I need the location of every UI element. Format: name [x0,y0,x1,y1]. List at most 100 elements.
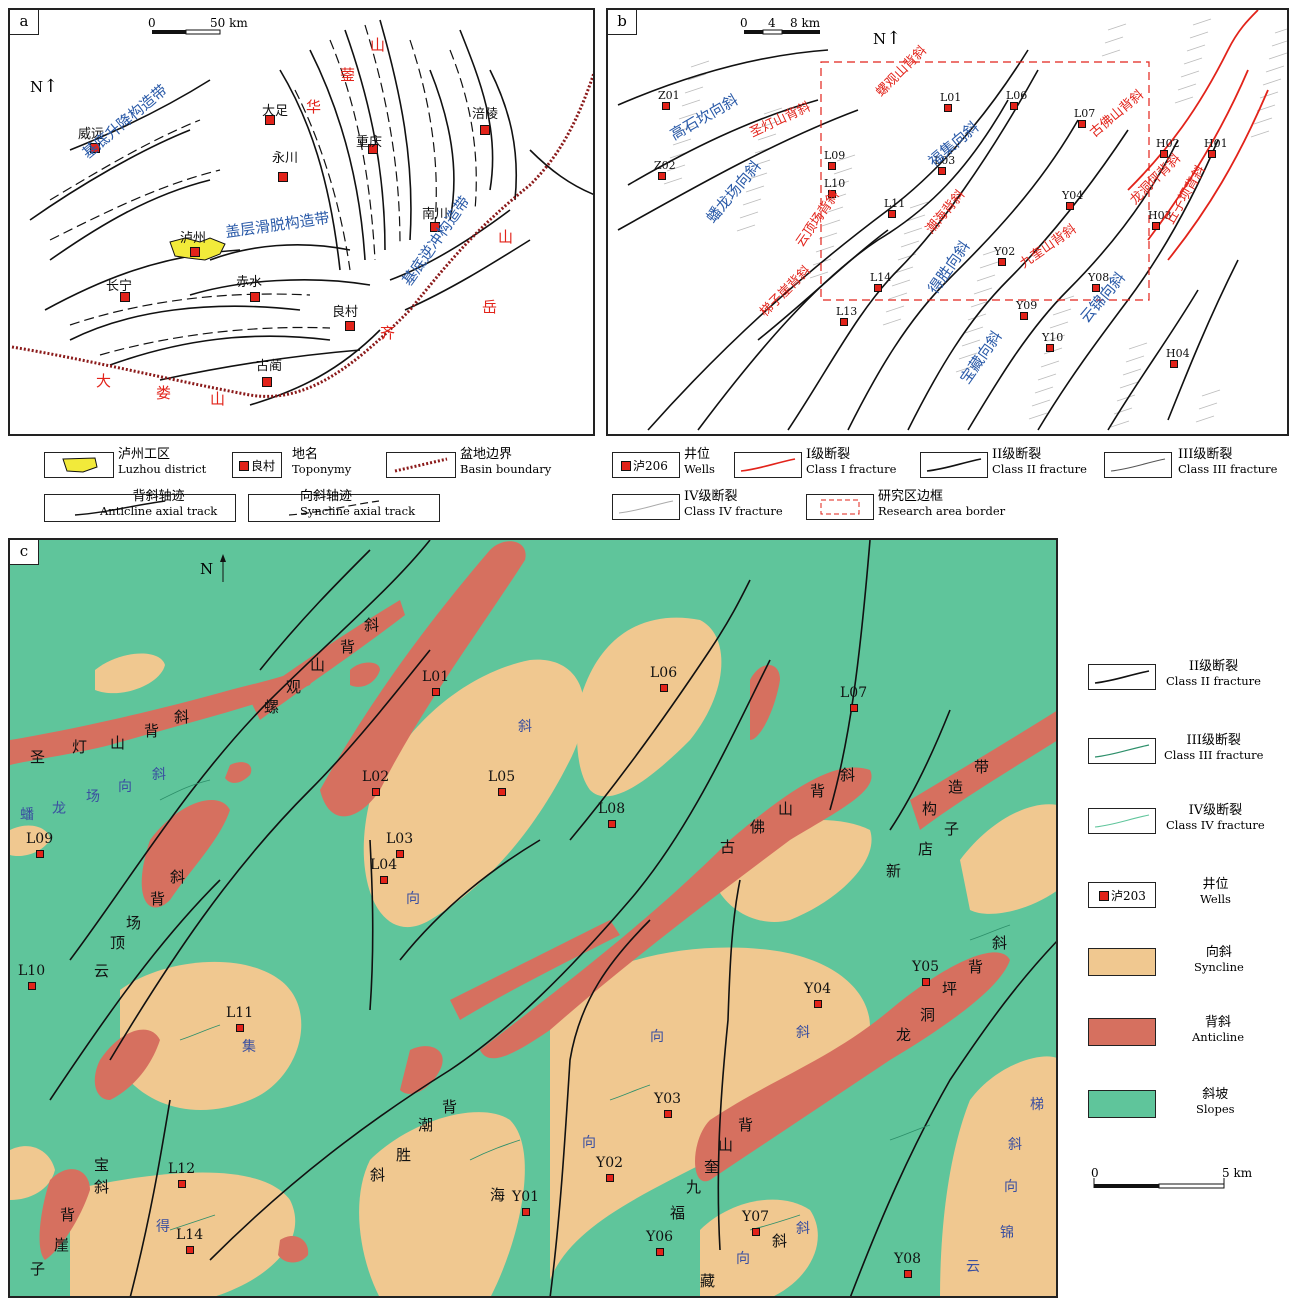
class4-fracture [666,164,686,172]
well-label: L01 [940,91,962,104]
class4-fracture [821,219,841,227]
well-label: L04 [370,857,398,873]
place-label: 涪陵 [472,107,499,122]
legend-luzhou-swatch [44,452,114,478]
class4-fracture [809,271,829,279]
mountain-char: 娄 [156,384,172,402]
structure-char: 背 [144,722,160,740]
class4-fracture [1028,412,1048,420]
mountain-char: 山 [370,36,386,54]
structure-char: 螺 [264,698,280,716]
panel-c-scale-bar [1093,1178,1225,1189]
structure-char: 向 [1004,1179,1018,1195]
structure-char: 佛 [750,818,766,836]
well-label: Y05 [912,959,940,975]
class4-fracture [1198,402,1218,410]
class4-fracture [1040,360,1060,368]
place-marker [265,115,275,125]
well-marker [1208,150,1216,158]
legend-c-class4-swatch [1088,808,1156,834]
basin-boundary [11,71,593,398]
well-label: L07 [840,685,868,701]
structure-char: 店 [918,840,934,858]
panel-c-structure-map: c [8,538,1058,1298]
class4-fracture [1055,295,1075,303]
well-marker [1020,312,1028,320]
legend-toponymy-swatch: 良村 [232,452,282,478]
legend-anticline-text: 背斜 Anticline [1192,1015,1245,1045]
structure-char: 宝 [94,1156,110,1174]
well-marker [1078,120,1086,128]
place-label: 大足 [262,104,289,119]
legend-slopes-swatch [1088,1090,1156,1118]
place-marker [480,125,490,135]
structure-char: 古 [720,838,736,856]
mountain-char: 蓥 [340,66,356,84]
well-label: L13 [836,305,858,318]
place-label: 赤水 [236,275,263,290]
class4-fracture [955,365,975,373]
well-marker [522,1208,530,1216]
class4-fracture [681,99,701,107]
structure-char: 海 [490,1186,506,1204]
mountain-char: 山 [498,228,514,246]
structure-char: 山 [778,800,794,818]
structure-char: 九 [686,1178,702,1196]
class4-fracture [1128,342,1148,350]
structure-char: 背 [150,890,166,908]
well-label: L07 [1074,107,1096,120]
well-label: Y10 [1042,331,1064,344]
well-marker [904,1270,912,1278]
legend-luzhou-text: 泸州工区 Luzhou district [118,447,207,477]
class4-fracture [961,339,981,347]
legend-c-class4-text: IV级断裂 Class IV fracture [1166,803,1265,833]
well-label: L11 [226,1005,254,1021]
class4-fracture [1119,381,1139,389]
mountain-char: 山 [210,390,226,408]
well-marker [814,1000,822,1008]
well-marker [840,318,848,326]
well-marker [380,876,388,884]
class4-fracture [888,292,908,300]
legend-c-wells-text: 井位 Wells [1200,877,1231,907]
panel-c-scale-zero: 0 [1091,1166,1099,1180]
class4-fracture [1250,130,1270,138]
class4-fracture [964,326,984,334]
well-label: Y08 [894,1251,922,1267]
class4-fracture [745,185,765,193]
well-label: Y02 [596,1155,624,1171]
place-label: 南川 [422,207,449,222]
legend-class1-text: I级断裂 Class I fracture [806,447,897,477]
structure-char: 背 [738,1116,754,1134]
class4-fracture [678,112,698,120]
legend-class1-swatch [734,452,802,478]
mountain-char: 华 [306,98,322,116]
structure-char: 子 [944,820,960,838]
structure-char: 崖 [54,1236,70,1254]
place-marker [368,144,378,154]
panel-a-scale-zero: 0 [148,16,156,30]
class4-fracture [1034,386,1054,394]
well-label: L06 [1006,89,1028,102]
legend-research-border-swatch [806,494,874,520]
legend-class3-text: III级断裂 Class III fracture [1178,447,1278,477]
mountain-char: 齐 [380,324,396,342]
place-label: 重庆 [356,135,383,150]
structure-char: 构 [922,800,938,818]
well-label: Y07 [742,1209,770,1225]
well-label: Z01 [658,89,680,102]
panel-a-regional-map: a [8,8,595,436]
legend-c-class3-text: III级断裂 Class III fracture [1164,733,1264,763]
structure-char: 斜 [174,708,190,726]
class4-fracture [1195,415,1215,423]
well-marker [828,162,836,170]
class4-fracture [1116,394,1136,402]
class4-fracture [1110,420,1130,428]
place-marker [190,247,200,257]
class4-fracture [1265,65,1285,73]
place-marker [262,377,272,387]
well-marker [1046,344,1054,352]
class4-fracture [1037,373,1057,381]
class4-fracture [976,274,996,282]
well-label: Y09 [1016,299,1038,312]
